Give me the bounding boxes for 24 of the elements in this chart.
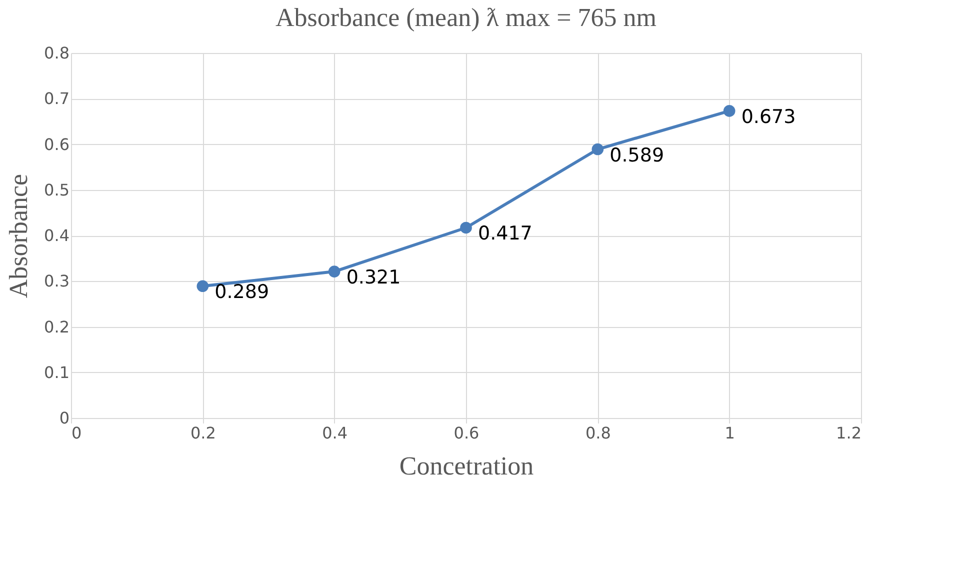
y-tick-label: 0.1 (44, 362, 70, 382)
y-tick-label: 0.6 (44, 134, 70, 154)
chart-title: Absorbance (mean) ƛ max = 765 nm (275, 3, 657, 32)
data-label: 0.673 (741, 106, 796, 128)
y-tick-label: 0.7 (44, 89, 70, 108)
x-tick-label: 0.2 (190, 424, 216, 442)
x-tick-label: 0.4 (322, 424, 348, 442)
x-tick-label: 1 (724, 424, 735, 442)
x-tick-label: 0.6 (454, 424, 480, 442)
x-tick-label: 0.8 (585, 424, 611, 442)
y-axis-title: Absorbance (4, 174, 34, 298)
data-label: 0.417 (478, 222, 532, 245)
x-tick-label: 1.2 (836, 424, 862, 442)
x-axis-title: Concetration (399, 452, 534, 480)
data-label: 0.589 (610, 144, 664, 166)
y-tick-label: 0.3 (44, 272, 70, 291)
x-tick-label: 0 (72, 424, 82, 442)
y-tick-label: 0.4 (44, 226, 70, 245)
data-label: 0.289 (214, 281, 270, 304)
y-tick-label: 0 (59, 408, 70, 428)
y-tick-label: 0.2 (44, 317, 70, 336)
data-label: 0.321 (346, 266, 401, 289)
y-tick-label: 0.5 (44, 180, 70, 200)
y-tick-label: 0.8 (44, 44, 70, 62)
